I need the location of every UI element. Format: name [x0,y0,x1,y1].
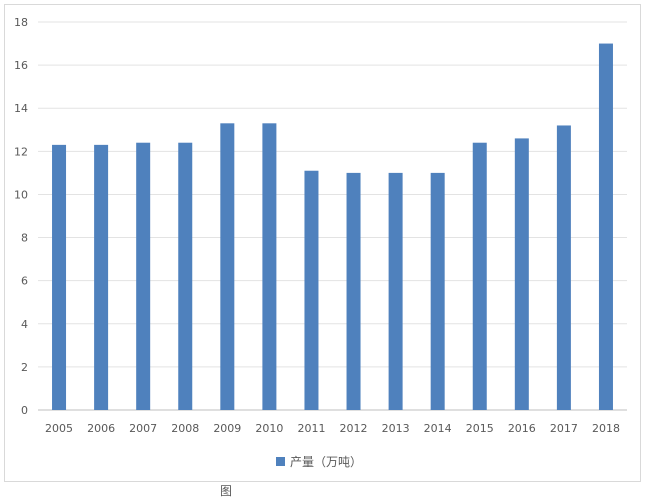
x-tick-label: 2008 [171,422,199,435]
x-tick-label: 2006 [87,422,115,435]
x-tick-label: 2010 [255,422,283,435]
chart-frame [4,4,641,482]
bar [94,144,109,410]
x-tick-label: 2011 [297,422,325,435]
y-tick-label: 18 [14,16,28,29]
y-tick-label: 2 [21,361,28,374]
x-tick-label: 2016 [508,422,536,435]
bar [52,144,67,410]
bar [220,123,235,411]
y-tick-label: 10 [14,188,28,201]
bar [388,172,403,410]
y-tick-label: 14 [14,102,28,115]
x-tick-label: 2013 [382,422,410,435]
x-tick-label: 2014 [424,422,452,435]
bar [346,172,361,410]
bar [262,123,277,411]
y-tick-label: 6 [21,275,28,288]
bar [178,142,193,410]
bar [136,142,151,410]
bar [556,125,571,410]
y-tick-label: 4 [21,318,28,331]
legend-swatch [276,457,285,466]
x-tick-label: 2012 [340,422,368,435]
x-tick-label: 2018 [592,422,620,435]
y-tick-label: 0 [21,404,28,417]
x-tick-label: 2009 [213,422,241,435]
bar [304,170,319,410]
legend-label: 产量（万吨） [290,455,363,469]
x-tick-label: 2015 [466,422,494,435]
bar [598,43,613,411]
x-tick-label: 2007 [129,422,157,435]
y-tick-label: 12 [14,145,28,158]
y-tick-label: 8 [21,232,28,245]
bar [514,138,529,410]
bar [430,172,445,410]
x-tick-label: 2017 [550,422,578,435]
x-tick-label: 2005 [45,422,73,435]
bar [472,142,487,410]
y-tick-label: 16 [14,59,28,72]
legend: 产量（万吨） [276,453,362,470]
